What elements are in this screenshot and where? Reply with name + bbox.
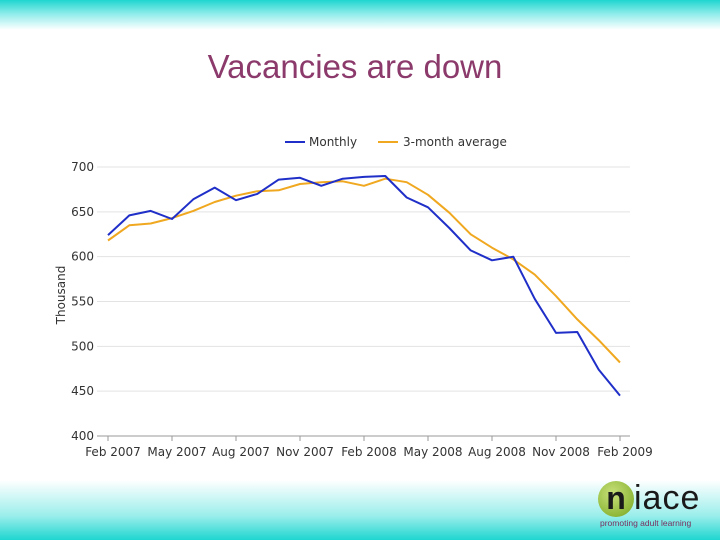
chart-series <box>107 175 621 397</box>
average-series-line <box>107 177 621 364</box>
chart-axes: 400 450 500 550 600 650 700 Feb 2007 May 2007 Aug… <box>71 160 653 459</box>
y-tick-label: 450 <box>71 384 94 398</box>
x-tick-label: Feb 2007 <box>85 445 141 459</box>
x-tick-label: Nov 2007 <box>276 445 334 459</box>
x-tick-label: May 2008 <box>403 445 462 459</box>
legend-label-monthly: Monthly <box>309 135 357 149</box>
slide-title: Vacancies are down <box>207 48 503 85</box>
x-tick-label: Nov 2008 <box>532 445 590 459</box>
logo-tagline: promoting adult learning <box>600 518 692 528</box>
x-tick-label: Feb 2008 <box>341 445 397 459</box>
y-axis-label: Thousand <box>54 266 68 326</box>
y-tick-label: 650 <box>71 205 94 219</box>
x-tick-label: Aug 2007 <box>212 445 270 459</box>
vacancies-line-chart: 400 450 500 550 600 650 700 Feb 2007 May 2007 Aug… <box>54 135 653 459</box>
y-tick-label: 550 <box>71 295 94 309</box>
logo-word: iace <box>634 479 701 517</box>
top-band <box>0 0 720 30</box>
x-tick-label: Feb 2009 <box>597 445 653 459</box>
niace-logo: n iace promoting adult learning <box>598 478 710 530</box>
y-tick-label: 500 <box>71 339 94 353</box>
chart-grid <box>97 166 630 437</box>
legend-label-average: 3-month average <box>403 135 507 149</box>
x-tick-label: May 2007 <box>147 445 206 459</box>
logo-mark: n <box>598 481 634 517</box>
monthly-series-line <box>107 175 621 397</box>
y-tick-label: 400 <box>71 429 94 443</box>
x-tick-label: Aug 2008 <box>468 445 526 459</box>
y-tick-label: 700 <box>71 160 94 174</box>
chart-legend: Monthly 3-month average <box>285 135 507 149</box>
y-tick-label: 600 <box>71 250 94 264</box>
